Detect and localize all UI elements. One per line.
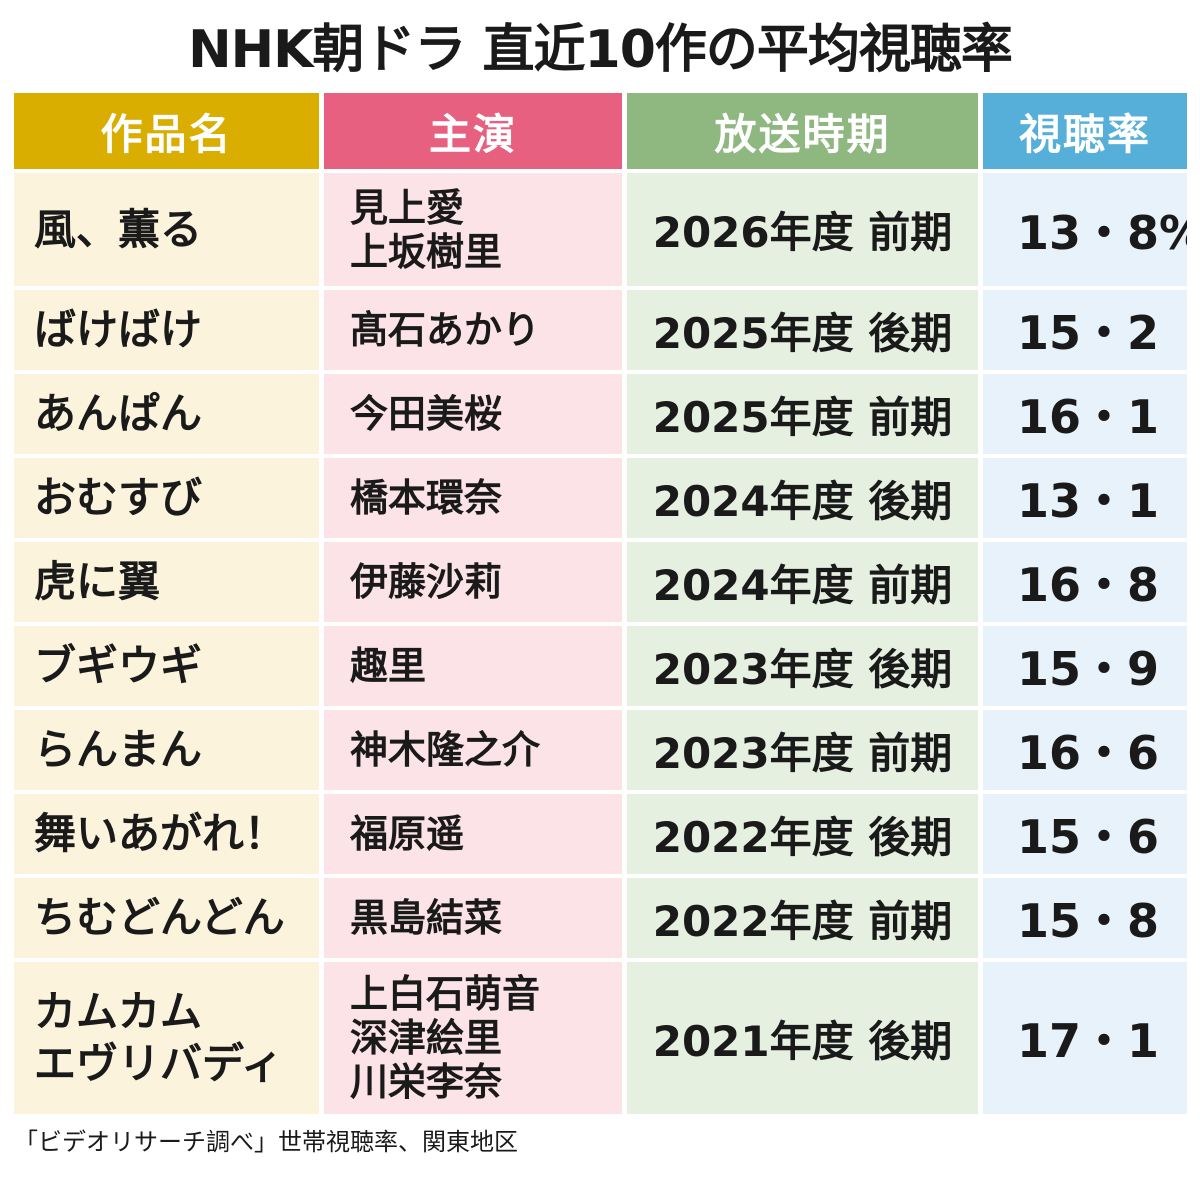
header-rating: 視聴率 bbox=[983, 93, 1187, 169]
work-title: あんぱん bbox=[34, 389, 203, 438]
rating-cell: 15・9 bbox=[983, 626, 1187, 706]
broadcast-period-cell: 2022年度 前期 bbox=[627, 878, 978, 958]
work-title-cell: らんまん bbox=[14, 710, 319, 790]
lead-actor-cell: 伊藤沙莉 bbox=[324, 542, 622, 622]
lead-actor: 黒島結菜 bbox=[350, 896, 503, 940]
rating-cell: 16・1 bbox=[983, 374, 1187, 454]
broadcast-period-cell: 2023年度 前期 bbox=[627, 710, 978, 790]
lead-actor: 今田美桜 bbox=[350, 392, 503, 436]
work-title: 風、薫る bbox=[34, 204, 203, 254]
work-title-cell: ちむどんどん bbox=[14, 878, 319, 958]
rating-cell: 16・8 bbox=[983, 542, 1187, 622]
broadcast-period-cell: 2023年度 後期 bbox=[627, 626, 978, 706]
lead-actor: 橋本環奈 bbox=[350, 476, 503, 520]
work-title: ちむどんどん bbox=[34, 893, 285, 942]
header-period: 放送時期 bbox=[627, 93, 978, 169]
broadcast-period-cell: 2025年度 前期 bbox=[627, 374, 978, 454]
work-title-cell: 風、薫る bbox=[14, 173, 319, 286]
lead-actor: 上坂樹里 bbox=[350, 229, 503, 274]
lead-actor-cell: 趣里 bbox=[324, 626, 622, 706]
work-title: エヴリバディ bbox=[34, 1039, 284, 1088]
lead-actor: 上白石萌音 bbox=[350, 972, 541, 1016]
lead-actor: 髙石あかり bbox=[350, 308, 541, 352]
lead-actor-cell: 黒島結菜 bbox=[324, 878, 622, 958]
source-note: 「ビデオリサーチ調べ」世帯視聴率、関東地区 bbox=[14, 1128, 518, 1156]
rating-cell: 15・8 bbox=[983, 878, 1187, 958]
rating-cell: 15・2 bbox=[983, 290, 1187, 370]
ratings-table: 作品名 主演 放送時期 視聴率 風、薫る 見上愛 上坂樹里 2026年度 前期 13・8… bbox=[14, 93, 1187, 1114]
lead-actor: 趣里 bbox=[350, 644, 427, 688]
work-title: ばけばけ bbox=[34, 305, 203, 354]
page-title: NHK朝ドラ 直近10作の平均視聴率 bbox=[188, 20, 1013, 80]
lead-actor: 川栄李奈 bbox=[350, 1060, 503, 1104]
work-title-cell: おむすび bbox=[14, 458, 319, 538]
work-title: カムカム bbox=[34, 987, 203, 1036]
work-title: 虎に翼 bbox=[34, 557, 161, 606]
work-title-cell: ブギウギ bbox=[14, 626, 319, 706]
broadcast-period-cell: 2026年度 前期 bbox=[627, 173, 978, 286]
lead-actor-cell: 福原遥 bbox=[324, 794, 622, 874]
lead-actor: 見上愛 bbox=[350, 185, 465, 230]
broadcast-period-cell: 2024年度 前期 bbox=[627, 542, 978, 622]
lead-actor-cell: 上白石萌音 深津絵里 川栄李奈 bbox=[324, 962, 622, 1114]
work-title: らんまん bbox=[34, 725, 203, 774]
work-title-cell: あんぱん bbox=[14, 374, 319, 454]
header-work: 作品名 bbox=[14, 93, 319, 169]
work-title-cell: ばけばけ bbox=[14, 290, 319, 370]
work-title: 舞いあがれ！ bbox=[34, 809, 287, 858]
lead-actor: 福原遥 bbox=[350, 812, 465, 856]
lead-actor-cell: 見上愛 上坂樹里 bbox=[324, 173, 622, 286]
work-title-cell: 虎に翼 bbox=[14, 542, 319, 622]
lead-actor: 伊藤沙莉 bbox=[350, 560, 503, 604]
lead-actor: 神木隆之介 bbox=[350, 728, 541, 772]
broadcast-period-cell: 2021年度 後期 bbox=[627, 962, 978, 1114]
broadcast-period-cell: 2022年度 後期 bbox=[627, 794, 978, 874]
lead-actor-cell: 神木隆之介 bbox=[324, 710, 622, 790]
lead-actor: 深津絵里 bbox=[350, 1016, 503, 1060]
broadcast-period-cell: 2025年度 後期 bbox=[627, 290, 978, 370]
lead-actor-cell: 橋本環奈 bbox=[324, 458, 622, 538]
rating-cell: 15・6 bbox=[983, 794, 1187, 874]
work-title-cell: 舞いあがれ！ bbox=[14, 794, 319, 874]
lead-actor-cell: 今田美桜 bbox=[324, 374, 622, 454]
header-lead: 主演 bbox=[324, 93, 622, 169]
broadcast-period-cell: 2024年度 後期 bbox=[627, 458, 978, 538]
rating-cell: 17・1 bbox=[983, 962, 1187, 1114]
lead-actor-cell: 髙石あかり bbox=[324, 290, 622, 370]
rating-cell: 16・6 bbox=[983, 710, 1187, 790]
work-title-cell: カムカム エヴリバディ bbox=[14, 962, 319, 1114]
work-title: ブギウギ bbox=[34, 641, 203, 690]
rating-cell: 13・1 bbox=[983, 458, 1187, 538]
work-title: おむすび bbox=[34, 473, 203, 522]
rating-cell: 13・8% bbox=[983, 173, 1187, 286]
